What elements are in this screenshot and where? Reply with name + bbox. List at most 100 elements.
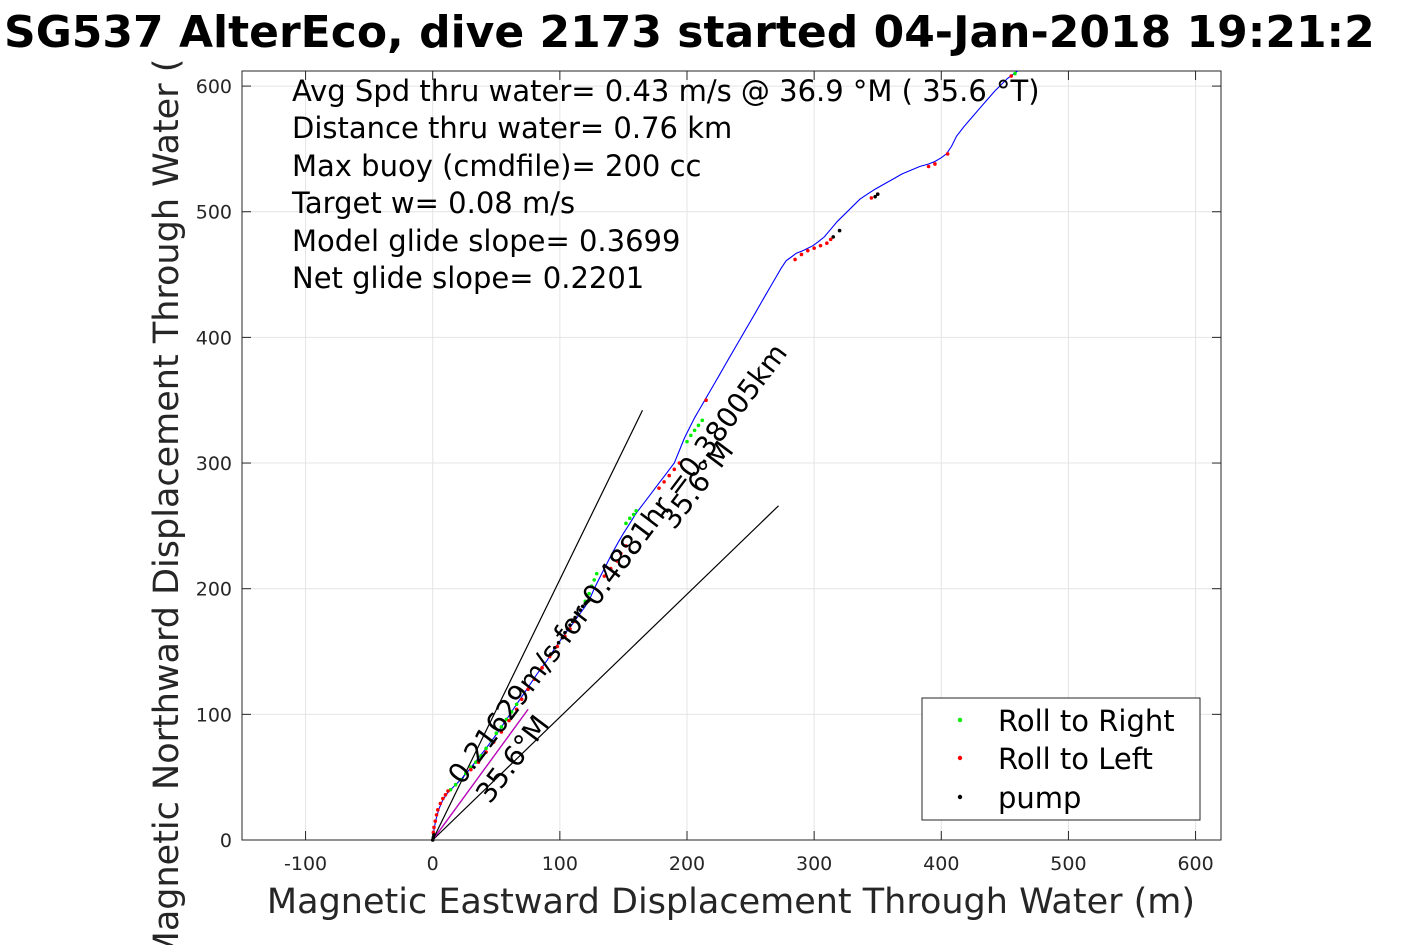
x-axis-label: Magnetic Eastward Displacement Through W… [267, 882, 1195, 922]
point-roll-to-left [446, 789, 450, 793]
y-tick-label: 200 [196, 579, 232, 601]
point-roll-to-left [499, 730, 504, 734]
point-roll-to-left [825, 241, 829, 245]
point-roll-to-right [631, 512, 636, 517]
point-pump [563, 630, 567, 635]
point-pump [875, 192, 880, 196]
point-pump [560, 635, 565, 640]
point-roll-to-left [818, 243, 823, 248]
point-pump [873, 194, 877, 199]
legend-label-roll-left: Roll to Left [998, 742, 1153, 776]
point-roll-to-right [589, 584, 594, 588]
info-line-model-glide-slope: Model glide slope= 0.3699 [292, 224, 680, 258]
y-tick-label: 100 [196, 704, 232, 726]
point-roll-to-right [696, 423, 701, 428]
point-roll-to-right [624, 521, 628, 526]
annotations: 0.21629m/s for 0.4881hr =0.38005km35.6°M… [441, 337, 794, 809]
point-roll-to-right [494, 731, 499, 735]
legend: Roll to Right Roll to Left pump [921, 697, 1201, 821]
y-tick-label: 600 [196, 76, 232, 98]
point-roll-to-left [624, 544, 628, 548]
ticks: -100 0 100 200 300 400 500 600 0 100 200 300 400 500 6… [196, 71, 1221, 875]
point-roll-to-right [463, 771, 468, 776]
point-roll-to-left [519, 697, 524, 702]
point-roll-to-right [474, 760, 478, 764]
point-roll-to-right [594, 571, 599, 576]
chart-title: SG537 AlterEco, dive 2173 started 04-Jan… [4, 7, 1375, 58]
point-roll-to-left [869, 196, 874, 200]
x-tick-label: 100 [542, 853, 578, 875]
point-roll-to-left [532, 677, 537, 681]
point-pump [580, 604, 585, 609]
x-tick-label: 0 [427, 853, 439, 875]
point-roll-to-left [657, 486, 661, 490]
point-roll-to-left [793, 257, 797, 262]
chart-annotation: 0.21629m/s for 0.4881hr =0.38005km [441, 337, 794, 790]
x-tick-label: -100 [284, 853, 327, 875]
y-axis-label: Magnetic Northward Displacement Through … [147, 59, 187, 945]
point-roll-to-left [677, 461, 682, 465]
point-roll-to-right [685, 439, 689, 444]
point-roll-to-left [433, 819, 438, 823]
point-roll-to-left [436, 808, 440, 812]
point-roll-to-left [491, 740, 496, 744]
y-tick-label: 300 [196, 453, 232, 475]
point-pump [565, 627, 570, 631]
point-pump [575, 612, 580, 616]
point-roll-to-right [700, 418, 705, 423]
point-roll-to-right [484, 746, 488, 751]
heading-reference-line [432, 505, 779, 841]
point-roll-to-left [828, 237, 833, 242]
plot-area-frame [241, 70, 1222, 841]
x-tick-label: 200 [669, 853, 705, 875]
point-roll-to-left [619, 551, 623, 556]
point-roll-to-right [689, 433, 693, 438]
track-overlay-line [432, 708, 529, 841]
x-tick-label: 400 [923, 853, 959, 875]
point-pump [587, 598, 591, 602]
point-roll-to-left [945, 152, 950, 156]
point-roll-to-left [926, 164, 931, 169]
x-tick-label: 600 [1177, 853, 1213, 875]
point-pump [568, 623, 572, 627]
point-roll-to-right [514, 702, 519, 707]
point-roll-to-right [469, 765, 473, 769]
y-tick-label: 0 [220, 830, 232, 852]
point-pump [570, 619, 575, 624]
legend-box [921, 697, 1201, 821]
point-pump [432, 833, 436, 837]
point-roll-to-left [805, 248, 810, 253]
point-roll-to-left [484, 750, 488, 754]
point-roll-to-left [469, 767, 473, 772]
point-roll-to-right [479, 754, 483, 758]
point-roll-to-right [634, 508, 638, 513]
point-roll-to-right [1013, 71, 1017, 76]
point-roll-to-left [526, 687, 530, 692]
series [430, 70, 1018, 842]
point-roll-to-left [443, 792, 448, 797]
info-line-net-glide-slope: Net glide slope= 0.2201 [292, 261, 644, 295]
point-roll-to-left [1009, 74, 1014, 78]
point-roll-to-left [476, 760, 481, 764]
info-box: Avg Spd thru water= 0.43 m/s @ 36.9 °M (… [291, 74, 1040, 295]
point-roll-to-left [812, 246, 816, 250]
point-roll-to-left [704, 398, 708, 403]
point-pump [837, 228, 842, 233]
point-roll-to-right [453, 782, 458, 787]
track-line [432, 70, 1018, 841]
y-tick-label: 400 [196, 327, 232, 349]
heading-reference-line [432, 410, 644, 841]
point-roll-to-left [441, 796, 445, 801]
point-roll-to-right [509, 710, 514, 714]
point-pump [556, 640, 561, 645]
point-roll-to-right [627, 516, 632, 521]
point-roll-to-left [438, 801, 443, 806]
point-pump [831, 235, 836, 239]
point-roll-to-right [692, 428, 697, 433]
point-roll-to-left [568, 627, 572, 631]
point-pump [573, 615, 577, 620]
info-line-target-w: Target w= 0.08 m/s [291, 186, 575, 220]
x-tick-label: 300 [796, 853, 832, 875]
legend-label-pump: pump [998, 781, 1081, 815]
